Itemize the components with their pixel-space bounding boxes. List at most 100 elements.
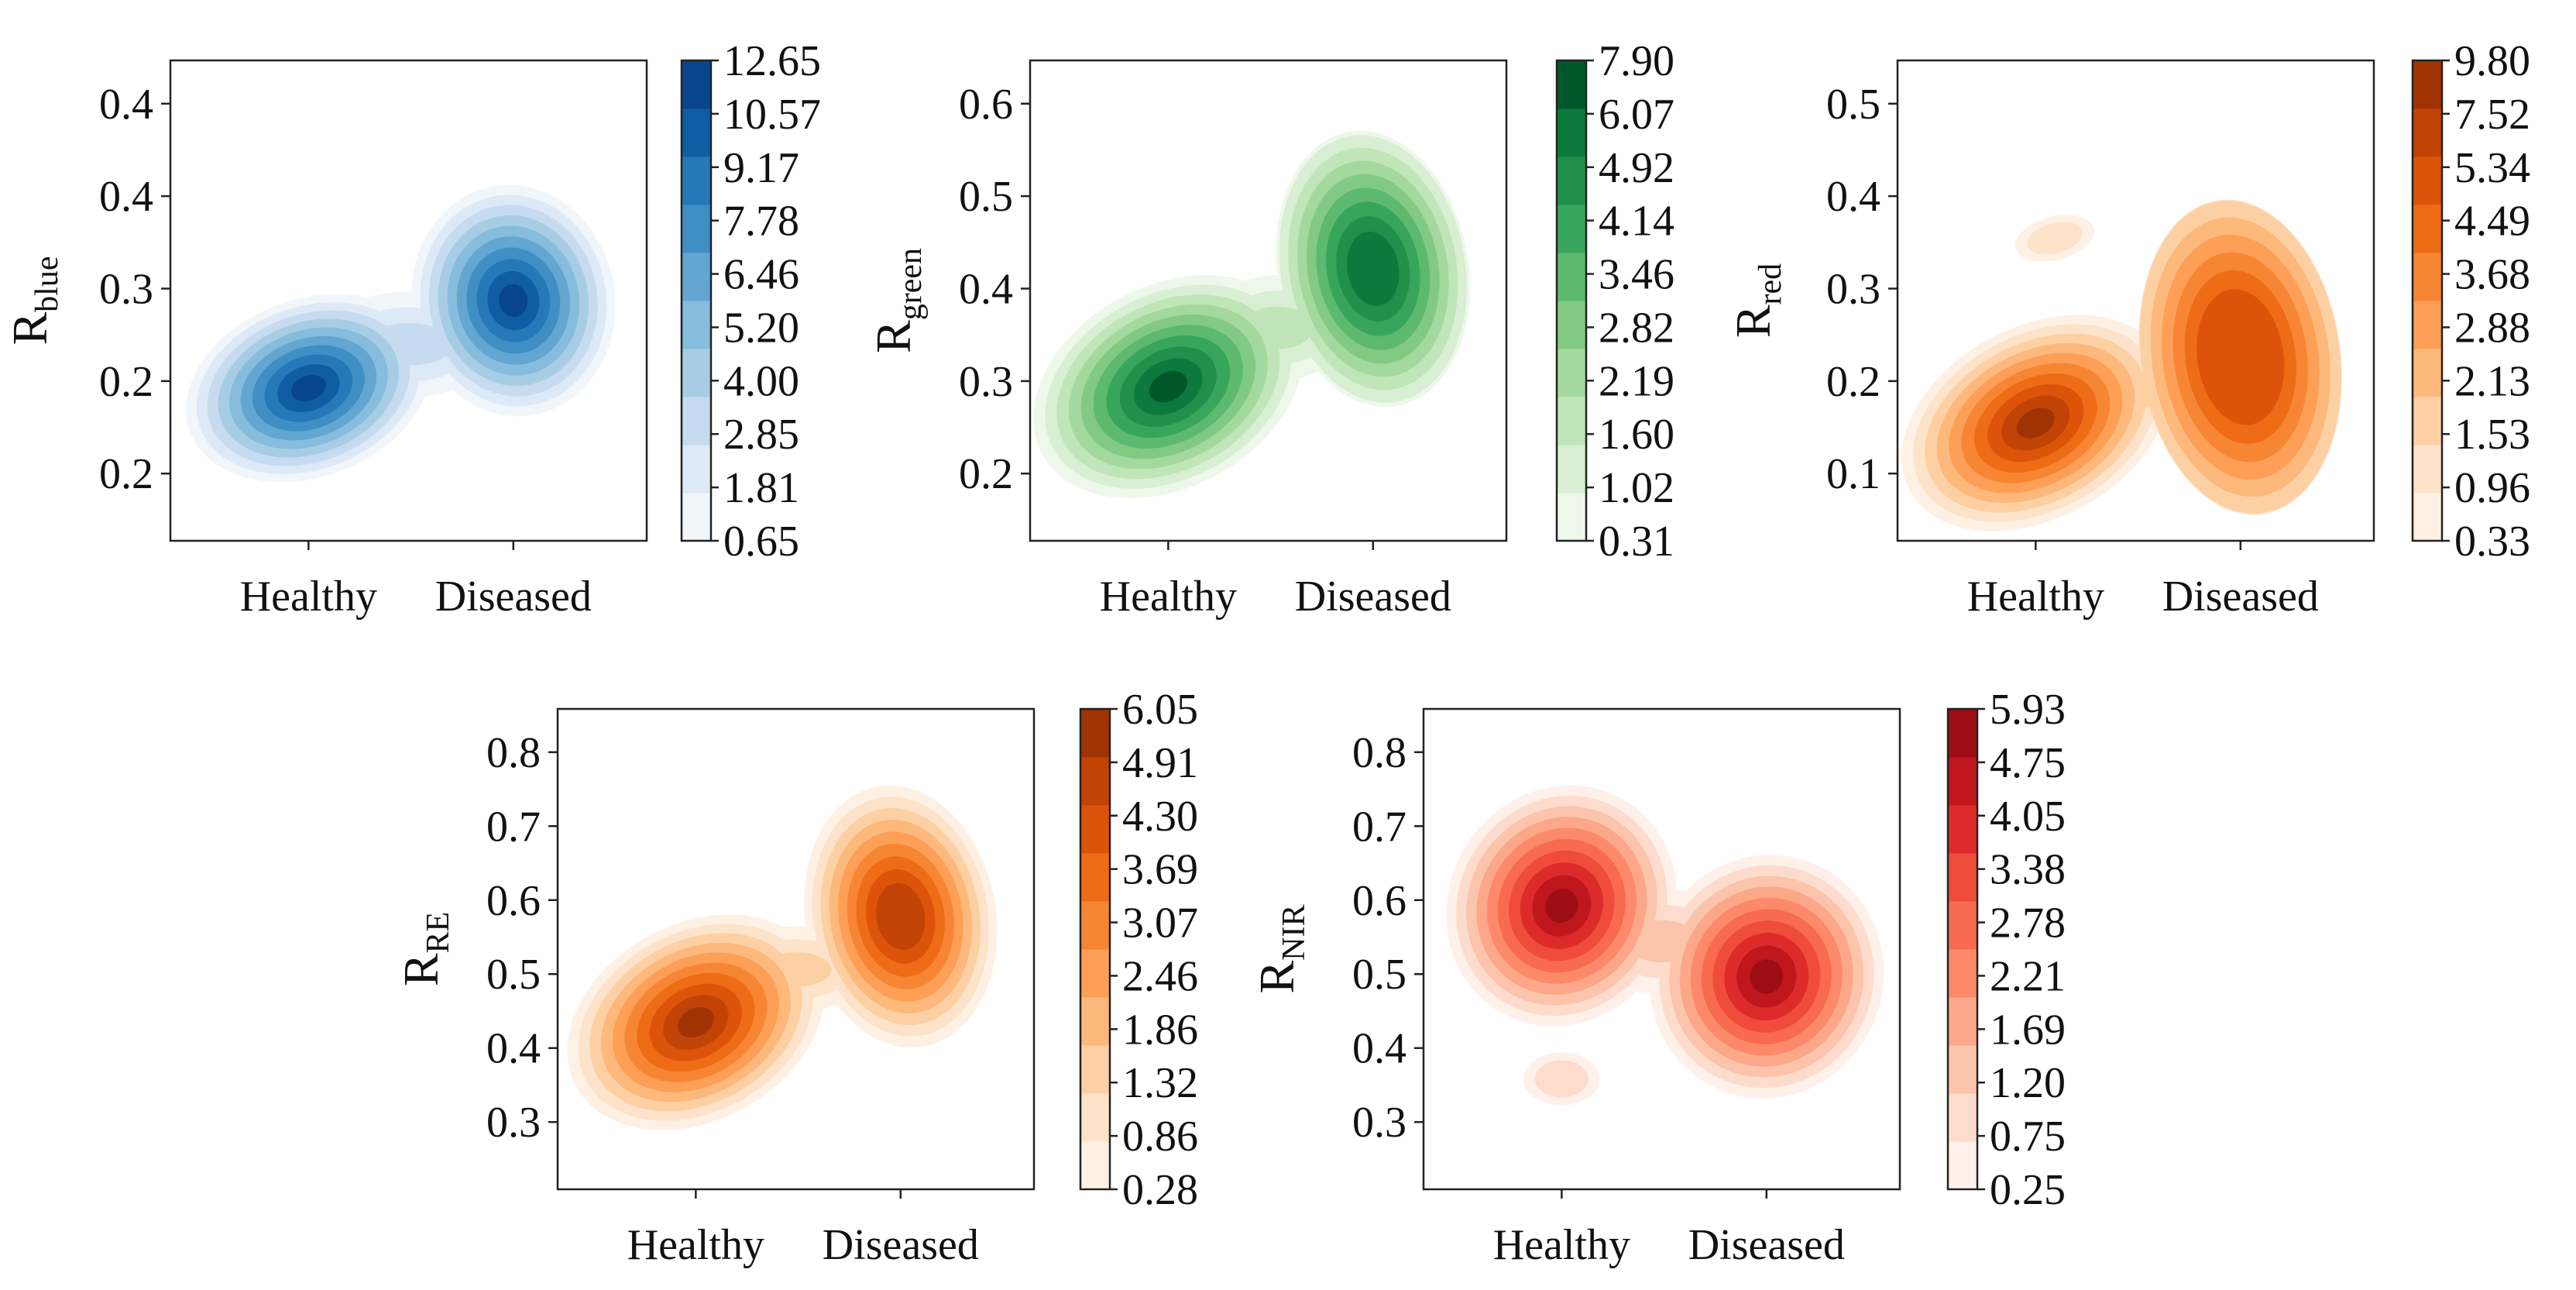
colorbar-segment — [1948, 1045, 1977, 1094]
colorbar-label: 2.19 — [1599, 357, 1674, 405]
colorbar-segment — [2413, 349, 2442, 397]
contour-island — [1534, 1060, 1589, 1098]
density-contours — [1033, 130, 1470, 499]
colorbar-label: 1.69 — [1990, 1006, 2066, 1054]
y-tick-label: 0.3 — [1352, 1099, 1406, 1147]
colorbar-segment — [1557, 349, 1586, 397]
colorbar-label: 4.30 — [1122, 793, 1198, 841]
y-tick-label: 0.8 — [486, 729, 541, 777]
contour-level — [1347, 231, 1400, 307]
colorbar-label: 7.78 — [723, 198, 799, 246]
colorbar-segment — [1948, 997, 1977, 1046]
colorbar-label: 0.31 — [1599, 518, 1674, 566]
colorbar-segment — [1557, 205, 1586, 253]
colorbar-label: 1.60 — [1599, 411, 1674, 459]
colorbar-segment — [1557, 157, 1586, 205]
x-category-label: Diseased — [1688, 1221, 1845, 1269]
colorbar-segment — [2413, 108, 2442, 157]
colorbar-segment — [1080, 997, 1110, 1046]
contour-level — [291, 374, 326, 402]
y-tick-label: 0.6 — [1352, 877, 1406, 925]
colorbar-segment — [682, 205, 711, 253]
colorbar-segment — [1948, 901, 1977, 950]
kde-panel-1: 0.2 0.2 0.3 0.4 0.4 Healthy Diseased Rblue 12.65… — [2, 37, 821, 621]
colorbar-segment — [1557, 108, 1586, 157]
axes-frame — [169, 59, 648, 542]
colorbar-segment — [682, 301, 711, 349]
colorbar-segment — [1557, 493, 1586, 542]
y-tick-label: 0.3 — [486, 1099, 541, 1147]
colorbar-label: 3.38 — [1990, 846, 2066, 894]
colorbar-label: 3.46 — [1599, 251, 1674, 299]
colorbar-segment — [1080, 1141, 1110, 1190]
colorbar-label: 10.57 — [723, 91, 821, 139]
colorbar-label: 4.92 — [1599, 144, 1674, 192]
colorbar-segment — [1557, 253, 1586, 301]
contour-level — [1750, 959, 1784, 994]
y-tick-label: 0.4 — [1352, 1025, 1406, 1073]
colorbar-segment — [1948, 709, 1977, 758]
x-category-label: Healthy — [1967, 573, 2104, 621]
contour-island — [2027, 222, 2083, 255]
axes-frame — [1422, 707, 1901, 1191]
x-category-label: Healthy — [240, 573, 377, 621]
colorbar-segment — [1948, 805, 1977, 854]
y-tick-label: 0.5 — [959, 173, 1013, 221]
colorbar-segment — [2413, 205, 2442, 253]
colorbar-label: 0.75 — [1990, 1113, 2066, 1161]
colorbar-label: 1.32 — [1122, 1059, 1198, 1107]
colorbar-segment — [1948, 757, 1977, 806]
colorbar-frame — [1555, 59, 1588, 542]
colorbar-label: 0.65 — [723, 518, 799, 566]
y-tick-label: 0.1 — [1826, 450, 1880, 498]
colorbar-segment — [1557, 301, 1586, 349]
colorbar-label: 7.90 — [1599, 37, 1674, 85]
y-tick-label: 0.6 — [486, 877, 541, 925]
colorbar-label: 5.34 — [2454, 144, 2530, 192]
y-tick-label: 0.4 — [1826, 173, 1880, 221]
kde-panel-2: 0.2 0.3 0.4 0.5 0.6 Healthy Diseased Rgreen 7.90… — [866, 37, 1674, 621]
y-tick-label: 0.7 — [1352, 803, 1406, 851]
colorbar-segment — [1080, 1093, 1110, 1142]
y-tick-label: 0.4 — [99, 81, 153, 129]
colorbar-segment — [682, 493, 711, 542]
colorbar-segment — [1948, 1093, 1977, 1142]
colorbar-label: 2.78 — [1990, 900, 2066, 948]
colorbar-frame — [1079, 707, 1111, 1191]
y-tick-label: 0.2 — [959, 450, 1013, 498]
axes-frame — [1029, 59, 1508, 542]
contour-level — [1545, 889, 1578, 924]
kde-panel-3: 0.1 0.2 0.3 0.4 0.5 Healthy Diseased Rred 9.80 7.… — [1726, 37, 2530, 621]
colorbar-label: 1.53 — [2454, 411, 2530, 459]
x-category-label: Healthy — [1493, 1221, 1630, 1269]
colorbar-label: 5.93 — [1990, 686, 2066, 734]
colorbar-label: 4.14 — [1599, 198, 1674, 246]
x-category-label: Healthy — [1100, 573, 1237, 621]
colorbar-label: 2.13 — [2454, 357, 2530, 405]
colorbar-label: 6.46 — [723, 251, 799, 299]
colorbar-segment — [1948, 949, 1977, 998]
colorbar-label: 3.68 — [2454, 251, 2530, 299]
colorbar-label: 0.25 — [1990, 1166, 2066, 1214]
axes-frame — [1896, 59, 2375, 542]
colorbar-label: 5.20 — [723, 304, 799, 352]
colorbar-label: 0.33 — [2454, 518, 2530, 566]
contour-level — [2016, 408, 2055, 439]
x-category-label: Diseased — [1295, 573, 1451, 621]
colorbar-label: 0.86 — [1122, 1113, 1198, 1161]
colorbar-label: 6.05 — [1122, 686, 1198, 734]
colorbar-label: 12.65 — [723, 37, 821, 85]
colorbar-label: 0.28 — [1122, 1166, 1198, 1214]
y-axis-label: Rblue — [2, 256, 65, 346]
contour-level — [677, 1006, 714, 1038]
contour-level — [2196, 289, 2285, 425]
colorbar-label: 1.02 — [1599, 464, 1674, 512]
colorbar-segment — [1948, 853, 1977, 902]
colorbar-segment — [2413, 445, 2442, 494]
colorbar-segment — [2413, 253, 2442, 301]
y-tick-label: 0.2 — [99, 450, 153, 498]
colorbar-label: 4.75 — [1990, 739, 2066, 787]
colorbar-label: 1.20 — [1990, 1059, 2066, 1107]
colorbar-frame — [680, 59, 713, 542]
